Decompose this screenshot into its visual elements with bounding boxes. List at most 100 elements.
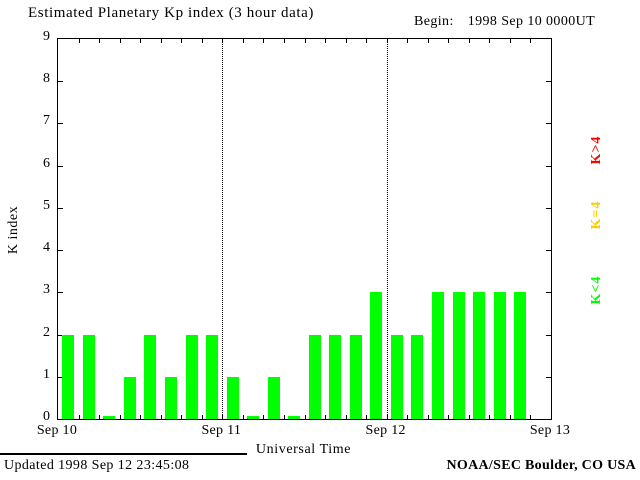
x-minor-tick xyxy=(386,415,388,419)
y-tick xyxy=(58,292,63,294)
kp-bar xyxy=(247,416,260,419)
x-tick-label: Sep 11 xyxy=(201,423,242,438)
x-minor-tick xyxy=(509,415,511,419)
x-minor-tick xyxy=(345,39,347,43)
x-minor-tick xyxy=(222,39,224,43)
kp-bar xyxy=(144,334,157,419)
kp-bar xyxy=(308,334,321,419)
kp-bar xyxy=(206,334,219,419)
kp-bar xyxy=(390,334,403,419)
x-axis-label: Universal Time xyxy=(255,442,352,457)
x-minor-tick xyxy=(263,39,265,43)
y-tick xyxy=(546,250,551,252)
y-tick xyxy=(546,81,551,83)
x-minor-tick xyxy=(530,415,532,419)
begin-value: 1998 Sep 10 0000UT xyxy=(467,14,596,29)
kp-bar xyxy=(514,292,527,419)
legend-k-lt-4: K<4 xyxy=(589,275,604,305)
plot-area xyxy=(57,38,552,420)
y-tick xyxy=(58,250,63,252)
kp-bar xyxy=(473,292,486,419)
kp-bar xyxy=(452,292,465,419)
y-tick xyxy=(546,376,551,378)
x-minor-tick xyxy=(140,415,142,419)
x-minor-tick xyxy=(99,39,101,43)
x-minor-tick xyxy=(160,415,162,419)
chart-title: Estimated Planetary Kp index (3 hour dat… xyxy=(28,5,314,21)
kp-bar xyxy=(349,334,362,419)
x-minor-tick xyxy=(242,39,244,43)
x-minor-tick xyxy=(222,415,224,419)
y-tick xyxy=(546,292,551,294)
x-minor-tick xyxy=(468,415,470,419)
x-minor-tick xyxy=(366,39,368,43)
y-tick-label: 5 xyxy=(43,197,50,213)
y-tick-label: 9 xyxy=(43,29,50,44)
updated-timestamp: Updated 1998 Sep 12 23:45:08 xyxy=(4,458,190,473)
y-tick xyxy=(546,165,551,167)
x-minor-tick xyxy=(160,39,162,43)
y-tick xyxy=(58,81,63,83)
x-minor-tick xyxy=(181,39,183,43)
x-minor-tick xyxy=(345,415,347,419)
kp-bar xyxy=(493,292,506,419)
x-minor-tick xyxy=(263,415,265,419)
x-minor-tick xyxy=(325,39,327,43)
y-tick xyxy=(58,376,63,378)
y-tick xyxy=(546,334,551,336)
y-tick-label: 1 xyxy=(43,366,50,382)
x-minor-tick xyxy=(304,39,306,43)
x-minor-tick xyxy=(304,415,306,419)
x-minor-tick xyxy=(78,39,80,43)
x-minor-tick xyxy=(530,39,532,43)
x-minor-tick xyxy=(407,415,409,419)
x-minor-tick xyxy=(325,415,327,419)
x-minor-tick xyxy=(78,415,80,419)
x-minor-tick xyxy=(366,415,368,419)
kp-bar xyxy=(267,376,280,419)
day-divider-line xyxy=(386,39,388,419)
begin-time: Begin: 1998 Sep 10 0000UT xyxy=(414,14,595,30)
y-tick-label: 6 xyxy=(43,155,50,171)
x-minor-tick xyxy=(386,39,388,43)
y-tick-label: 3 xyxy=(43,282,50,298)
kp-bar xyxy=(226,376,239,419)
x-tick-label: Sep 12 xyxy=(365,423,406,438)
kp-bar xyxy=(329,334,342,419)
x-minor-tick xyxy=(201,39,203,43)
kp-bar xyxy=(62,334,75,419)
x-minor-tick xyxy=(427,415,429,419)
y-tick-label: 2 xyxy=(43,324,50,340)
x-minor-tick xyxy=(407,39,409,43)
x-minor-tick xyxy=(119,415,121,419)
x-minor-tick xyxy=(448,39,450,43)
y-tick xyxy=(58,123,63,125)
x-minor-tick xyxy=(283,39,285,43)
x-tick-label: Sep 10 xyxy=(36,423,78,438)
y-tick xyxy=(58,334,63,336)
kp-bar xyxy=(288,416,301,419)
y-tick-label: 8 xyxy=(43,71,50,87)
kp-bar xyxy=(82,334,95,419)
credit-text: NOAA/SEC Boulder, CO USA xyxy=(446,458,636,473)
footer-divider xyxy=(0,453,247,455)
kp-bar xyxy=(164,376,177,419)
y-tick-label: 0 xyxy=(43,409,50,424)
x-tick-label: Sep 13 xyxy=(529,423,571,438)
y-axis-label: K index xyxy=(6,205,21,255)
kp-bar xyxy=(411,334,424,419)
kp-bar xyxy=(123,376,136,419)
x-minor-tick xyxy=(448,415,450,419)
y-tick-label: 4 xyxy=(43,240,50,256)
x-minor-tick xyxy=(140,39,142,43)
x-minor-tick xyxy=(489,39,491,43)
y-tick xyxy=(58,207,63,209)
y-tick xyxy=(546,207,551,209)
legend-k-gt-4: K>4 xyxy=(589,135,604,165)
y-tick xyxy=(546,123,551,125)
y-tick-label: 7 xyxy=(43,113,50,129)
x-minor-tick xyxy=(181,415,183,419)
kp-bar xyxy=(185,334,198,419)
x-minor-tick xyxy=(489,415,491,419)
